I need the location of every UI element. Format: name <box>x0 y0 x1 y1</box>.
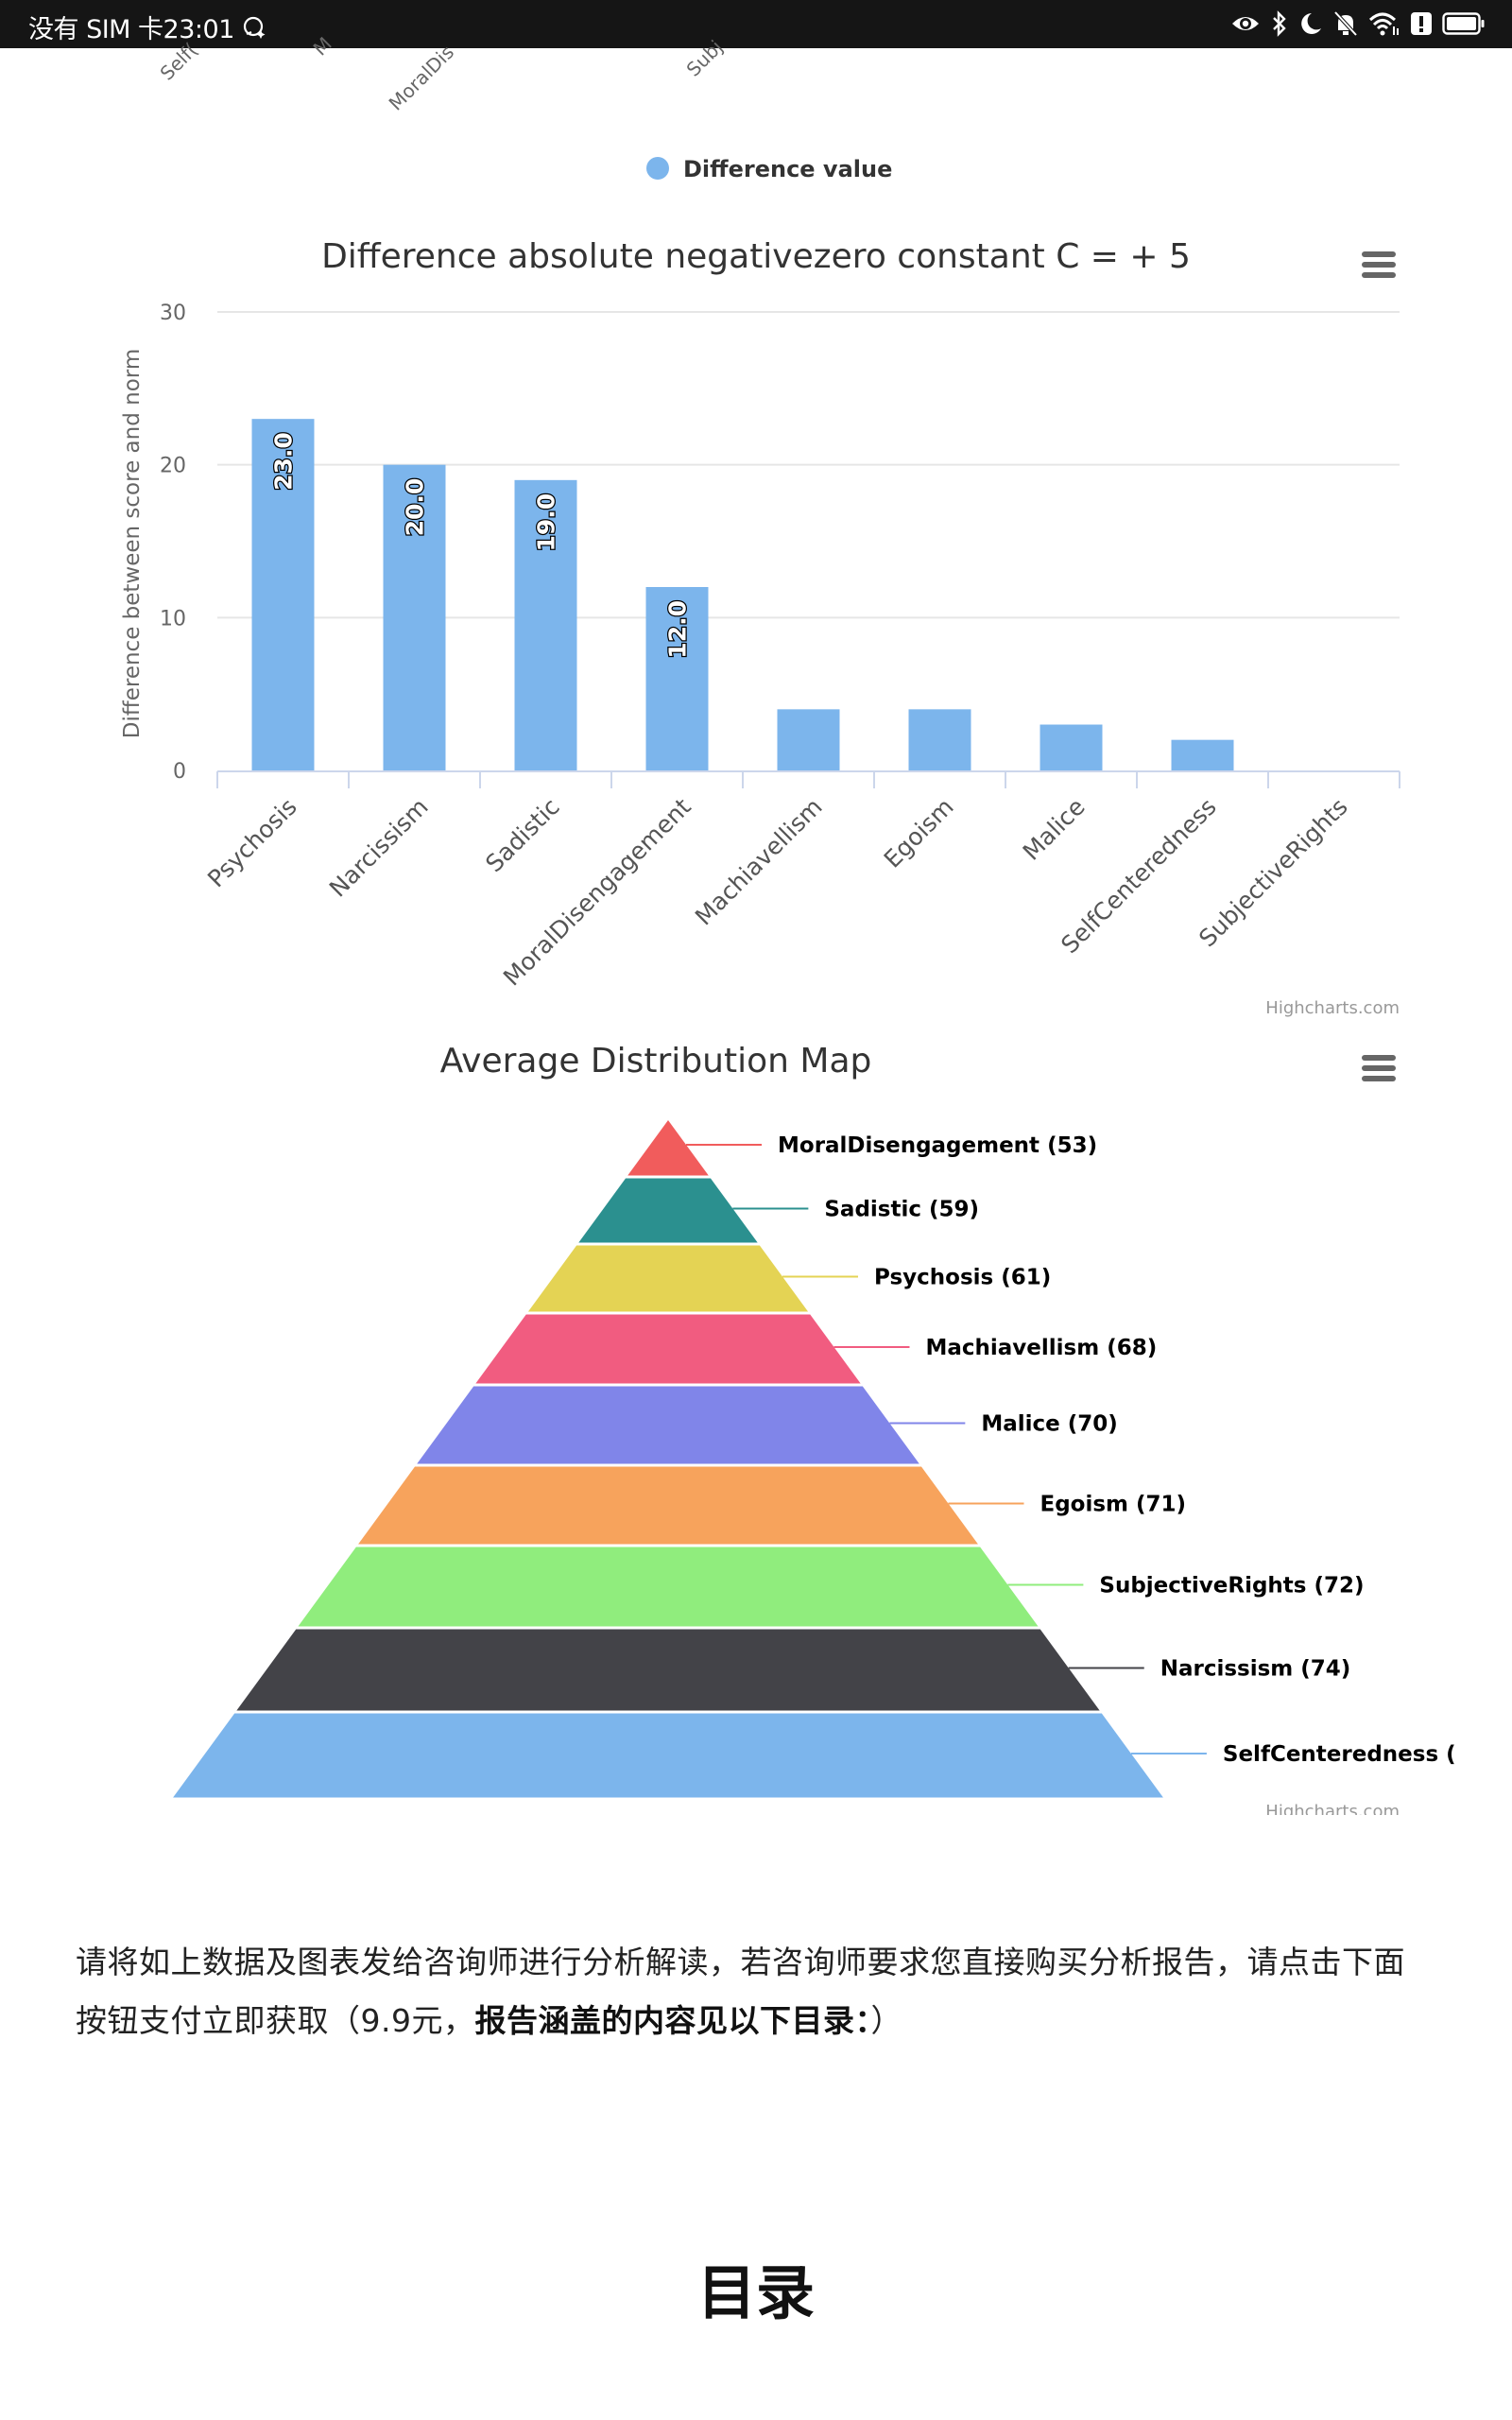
credits[interactable]: Highcharts.com <box>1265 998 1400 1018</box>
x-tick-label: Malice <box>1018 793 1091 866</box>
wifi-icon <box>1368 12 1399 36</box>
toc-heading: 目录 <box>696 2258 815 2327</box>
pyramid-label: Machiavellism (68) <box>925 1336 1157 1360</box>
bar-data-label: 19.0 <box>533 493 560 552</box>
charts-canvas: Self( M MoralDis Subj Difference value D… <box>120 32 1456 1815</box>
pyramid-layer[interactable] <box>417 1386 919 1464</box>
pyramid-layer[interactable] <box>475 1314 861 1384</box>
bar[interactable] <box>645 587 709 770</box>
carrier-time: 没有 SIM 卡23:01 <box>28 15 234 44</box>
y-tick-label: 20 <box>160 455 186 478</box>
y-tick-label: 0 <box>173 760 186 784</box>
pyramid-label: SelfCenteredness ( <box>1223 1742 1456 1767</box>
x-tick-label: Psychosis <box>202 793 302 893</box>
legend-marker <box>646 157 669 180</box>
hamburger-menu-icon[interactable] <box>1362 251 1396 278</box>
x-tick-label: Machiavellism <box>690 793 828 931</box>
bar[interactable] <box>1040 724 1103 771</box>
pyramid-chart: Average Distribution Map MoralDisengagem… <box>173 1042 1456 1815</box>
bluetooth-icon <box>1273 10 1286 37</box>
cut-axis-label: Self( <box>156 38 202 84</box>
bar-series: 23.0 20.0 19.0 12.0 <box>251 419 1234 771</box>
bell-off-icon <box>1333 10 1358 37</box>
legend-label[interactable]: Difference value <box>683 156 892 182</box>
bar[interactable] <box>383 464 446 770</box>
instruction-paragraph: 请将如上数据及图表发给咨询师进行分析解读，若咨询师要求您直接购买分析报告，请点击… <box>76 1933 1436 2050</box>
bar-chart: Difference absolute negativezero constan… <box>120 237 1400 1018</box>
y-axis-title: Difference between score and norm <box>120 349 145 738</box>
pyramid-layer[interactable] <box>298 1547 1039 1627</box>
credits[interactable]: Highcharts.com <box>1265 1802 1400 1815</box>
bar-chart-title: Difference absolute negativezero constan… <box>321 237 1191 276</box>
status-bar: 没有 SIM 卡23:01 <box>0 0 1512 48</box>
pyramid-layers <box>173 1120 1163 1798</box>
y-tick-label: 30 <box>160 302 186 325</box>
bar[interactable] <box>1171 739 1234 770</box>
pyramid-label: SubjectiveRights (72) <box>1099 1574 1364 1599</box>
paragraph-text: 请将如上数据及图表发给咨询师进行分析解读，若咨询师要求您直接购买分析报告，请点击… <box>76 1944 1405 2039</box>
bar-data-label: 20.0 <box>402 478 429 537</box>
hamburger-menu-icon[interactable] <box>1362 1055 1396 1081</box>
pyramid-layer[interactable] <box>527 1245 809 1312</box>
alert-icon <box>1411 12 1432 35</box>
paragraph-end: ） <box>870 2002 902 2039</box>
bar[interactable] <box>908 709 971 770</box>
bar[interactable] <box>777 709 840 770</box>
bar[interactable] <box>514 479 577 770</box>
battery-icon <box>1442 12 1485 35</box>
pyramid-label: Egoism (71) <box>1040 1493 1187 1517</box>
status-left: 没有 SIM 卡23:01 <box>28 9 266 45</box>
pyramid-label: Narcissism (74) <box>1160 1657 1351 1682</box>
pyramid-label: Sadistic (59) <box>824 1198 979 1222</box>
cut-axis-label: MoralDis <box>385 41 458 114</box>
pyramid-labels: MoralDisengagement (53) Sadistic (59) Psyc… <box>686 1133 1456 1767</box>
pyramid-label: MoralDisengagement (53) <box>778 1133 1097 1158</box>
pyramid-layer[interactable] <box>358 1466 978 1545</box>
pyramid-chart-title: Average Distribution Map <box>440 1042 872 1080</box>
x-axis-labels: Psychosis Narcissism SadisticMoralDisengag… <box>202 793 1353 992</box>
moon-icon <box>1301 13 1321 34</box>
bar-data-label: 23.0 <box>270 432 298 491</box>
prev-chart-legend[interactable]: Difference value <box>646 156 892 182</box>
x-tick-label: Egoism <box>879 793 959 873</box>
paragraph-bold-text: 报告涵盖的内容见以下目录： <box>474 2002 871 2039</box>
cut-axis-label: Subj <box>682 36 728 81</box>
status-icons <box>1230 9 1486 38</box>
assistant-icon <box>243 16 266 39</box>
bar-data-label: 12.0 <box>664 600 692 659</box>
x-tick-label: Narcissism <box>324 793 434 903</box>
x-tick-label: SubjectiveRights <box>1194 793 1353 953</box>
pyramid-label: Malice (70) <box>981 1412 1117 1437</box>
pyramid-layer[interactable] <box>173 1713 1163 1798</box>
pyramid-layer[interactable] <box>236 1629 1100 1711</box>
prev-chart-fragment: Self( M MoralDis Subj <box>156 32 728 114</box>
cut-axis-label: M <box>309 32 336 60</box>
x-tick-label: Sadistic <box>480 793 564 877</box>
pyramid-layer[interactable] <box>627 1120 709 1176</box>
eye-icon <box>1232 17 1259 30</box>
bar[interactable] <box>251 419 315 770</box>
pyramid-layer[interactable] <box>578 1178 758 1243</box>
y-tick-label: 10 <box>160 607 186 631</box>
pyramid-label: Psychosis (61) <box>874 1266 1051 1290</box>
